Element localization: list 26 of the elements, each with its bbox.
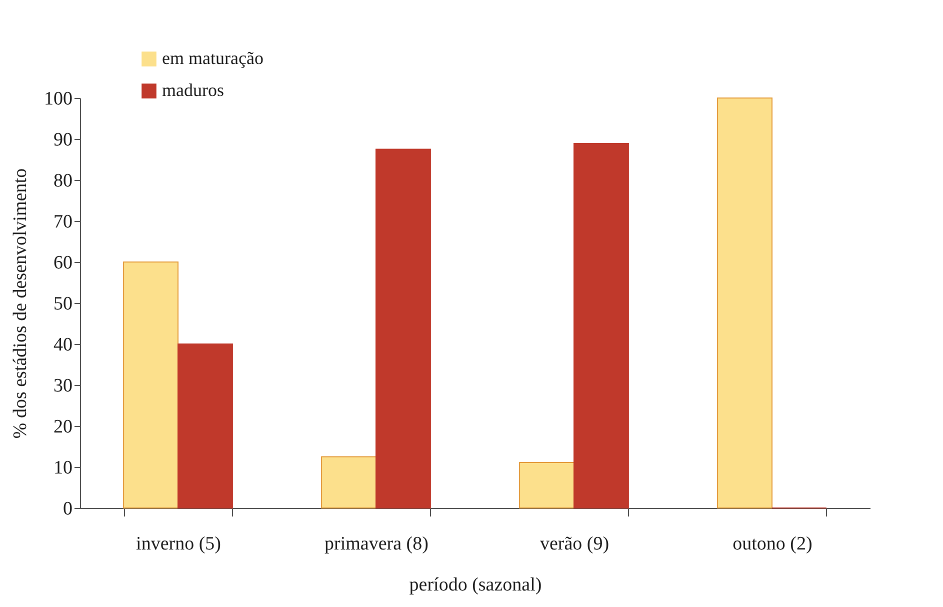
y-tick-label: 40 — [54, 334, 72, 356]
y-tick-label: 70 — [54, 212, 72, 232]
y-tick-label: 60 — [54, 252, 72, 274]
y-tick-label: 90 — [54, 130, 72, 150]
y-tick-label: 80 — [54, 170, 72, 192]
y-tick-label: 30 — [54, 376, 72, 396]
y-tick-label: 10 — [54, 458, 72, 478]
y-tick-label: 100 — [44, 88, 72, 110]
x-tick-label: verão (9) — [540, 534, 610, 554]
y-tick-label: 20 — [54, 416, 72, 438]
legend-label: maduros — [162, 80, 224, 100]
x-axis-title: período (sazonal) — [409, 574, 542, 596]
x-tick-label: inverno (5) — [136, 534, 221, 554]
x-tick-label: primavera (8) — [324, 534, 428, 554]
y-axis-title: % dos estádios de desenvolvimento — [10, 168, 31, 439]
bar — [519, 462, 574, 508]
y-tick-label: 0 — [63, 498, 72, 520]
bar — [717, 98, 772, 508]
bar — [178, 344, 233, 508]
y-tick-label: 50 — [54, 294, 72, 314]
bar — [376, 148, 431, 508]
legend-label: em maturação — [162, 48, 264, 68]
x-tick-label: outono (2) — [732, 534, 812, 554]
bar — [123, 262, 179, 508]
bar — [321, 456, 377, 508]
bar — [573, 143, 629, 508]
